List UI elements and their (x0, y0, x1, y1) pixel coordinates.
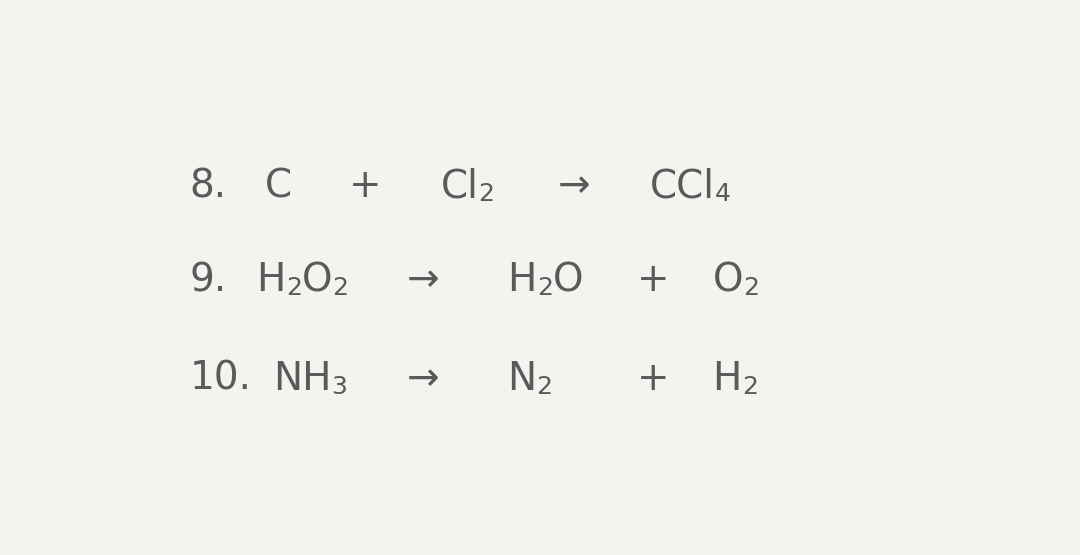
Text: N: N (508, 360, 537, 397)
Text: 2: 2 (286, 276, 301, 300)
Text: 2: 2 (742, 375, 758, 398)
Text: O: O (553, 261, 583, 299)
Text: →: → (407, 261, 440, 299)
Text: H: H (256, 261, 286, 299)
Text: →: → (407, 360, 440, 397)
Text: 10.: 10. (189, 360, 252, 397)
Text: C: C (265, 167, 292, 205)
Text: 2: 2 (743, 276, 759, 300)
Text: 9.: 9. (189, 261, 227, 299)
Text: O: O (301, 261, 333, 299)
Text: 2: 2 (537, 276, 553, 300)
Text: 8.: 8. (189, 167, 227, 205)
Text: +: + (637, 261, 670, 299)
Text: 2: 2 (333, 276, 348, 300)
Text: 3: 3 (332, 375, 348, 398)
Text: 4: 4 (715, 182, 731, 206)
Text: H: H (508, 261, 537, 299)
Text: 2: 2 (537, 375, 553, 398)
Text: CCl: CCl (650, 167, 715, 205)
Text: H: H (713, 360, 742, 397)
Text: NH: NH (273, 360, 332, 397)
Text: O: O (713, 261, 743, 299)
Text: →: → (557, 167, 591, 205)
Text: +: + (637, 360, 670, 397)
Text: 2: 2 (478, 182, 495, 206)
Text: Cl: Cl (441, 167, 478, 205)
Text: +: + (349, 167, 381, 205)
